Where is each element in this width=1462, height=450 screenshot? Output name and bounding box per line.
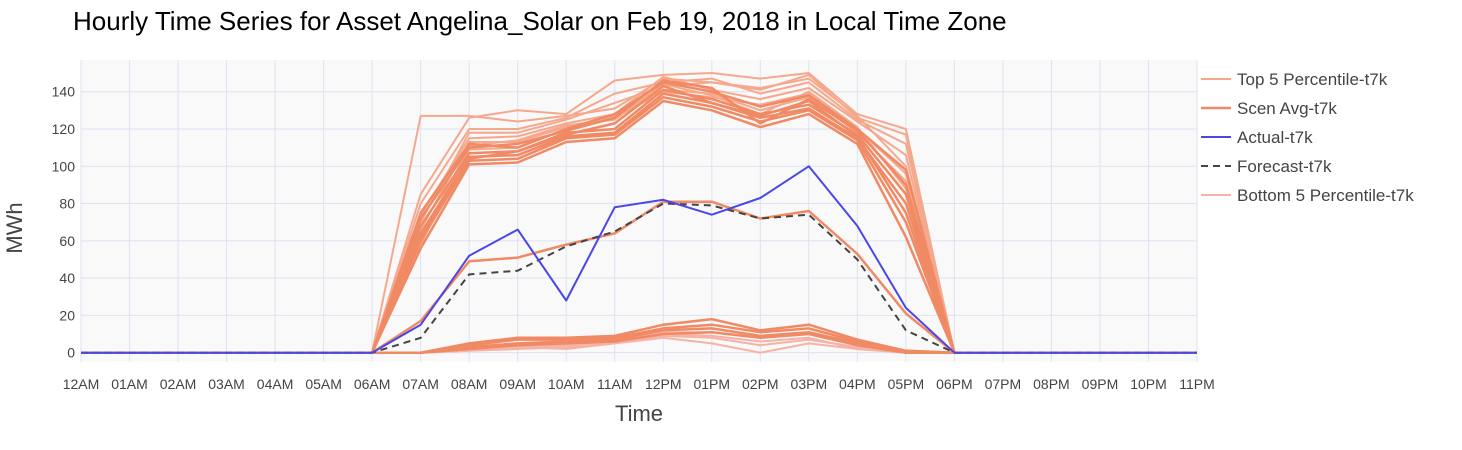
x-tick-label: 10AM (548, 376, 585, 392)
chart-title: Hourly Time Series for Asset Angelina_So… (73, 6, 1007, 36)
x-tick-label: 01AM (111, 376, 148, 392)
x-tick-label: 11PM (1179, 376, 1215, 392)
legend-entry[interactable]: Top 5 Percentile-t7k (1237, 70, 1388, 89)
y-tick-label: 0 (67, 345, 75, 361)
x-axis-title: Time (615, 401, 663, 426)
y-tick-label: 80 (59, 196, 75, 212)
x-tick-label: 09PM (1082, 376, 1119, 392)
x-tick-label: 06AM (354, 376, 391, 392)
legend: Top 5 Percentile-t7k Scen Avg-t7k Actual-t… (1201, 70, 1414, 205)
x-tick-label: 12PM (645, 376, 682, 392)
legend-entry[interactable]: Actual-t7k (1237, 128, 1313, 147)
x-tick-label: 01PM (693, 376, 730, 392)
y-tick-label: 60 (59, 233, 75, 249)
series-lines (81, 72, 1197, 354)
y-tick-label: 140 (52, 84, 76, 100)
x-tick-label: 10PM (1130, 376, 1167, 392)
x-tick-label: 07AM (402, 376, 439, 392)
legend-entry[interactable]: Scen Avg-t7k (1237, 99, 1337, 118)
x-tick-label: 06PM (936, 376, 973, 392)
x-tick-label: 03AM (208, 376, 245, 392)
x-tick-label: 04PM (839, 376, 876, 392)
x-tick-label: 05PM (888, 376, 925, 392)
x-tick-label: 02PM (742, 376, 779, 392)
series-line-actual (81, 165, 1197, 354)
legend-entry[interactable]: Bottom 5 Percentile-t7k (1237, 186, 1414, 205)
x-tick-label: 02AM (160, 376, 197, 392)
y-tick-label: 100 (52, 158, 76, 174)
y-tick-label: 120 (52, 121, 76, 137)
y-tick-labels: 0 20 40 60 80 100 120 140 (52, 84, 76, 361)
x-tick-labels: 12AM 01AM 02AM 03AM 04AM 05AM 06AM 07AM 08AM 09AM… (63, 376, 1215, 392)
y-tick-label: 20 (59, 307, 75, 323)
x-tick-label: 11AM (597, 376, 633, 392)
x-tick-label: 07PM (985, 376, 1022, 392)
x-tick-label: 09AM (499, 376, 536, 392)
x-tick-label: 03PM (791, 376, 828, 392)
legend-entry[interactable]: Forecast-t7k (1237, 157, 1332, 176)
x-tick-label: 12AM (63, 376, 100, 392)
x-tick-label: 08PM (1033, 376, 1070, 392)
y-tick-label: 40 (59, 270, 75, 286)
x-tick-label: 05AM (305, 376, 342, 392)
x-tick-label: 04AM (257, 376, 294, 392)
x-tick-label: 08AM (451, 376, 488, 392)
y-axis-title: MWh (2, 202, 27, 253)
